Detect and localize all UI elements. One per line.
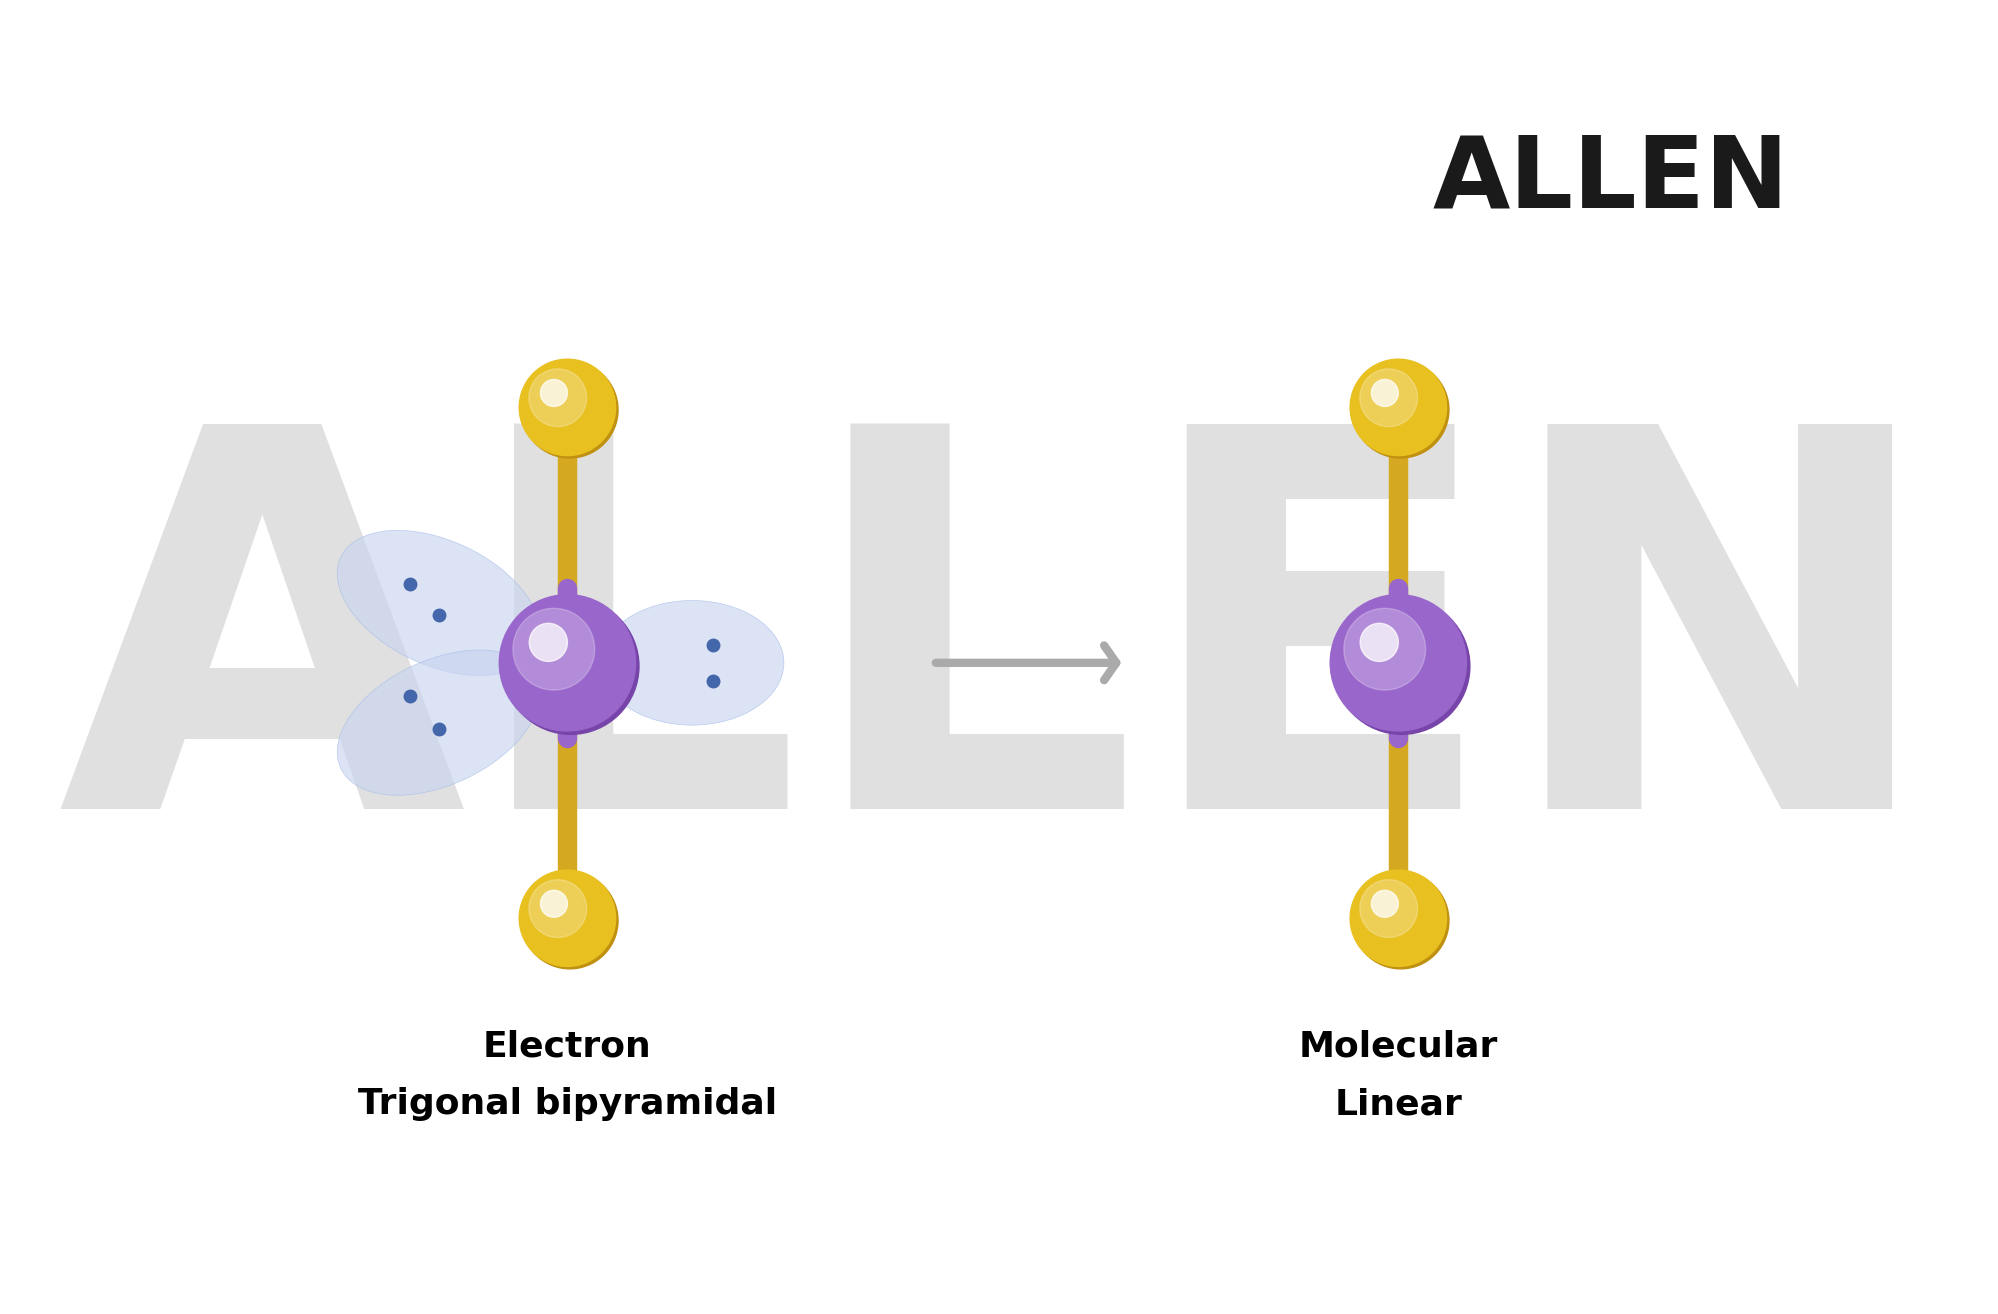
- Circle shape: [1353, 872, 1449, 968]
- Circle shape: [539, 891, 567, 917]
- Circle shape: [1349, 359, 1447, 456]
- Circle shape: [513, 608, 593, 690]
- Text: Molecular: Molecular: [1299, 1029, 1497, 1063]
- Circle shape: [1343, 608, 1425, 690]
- Text: Linear: Linear: [1335, 1088, 1463, 1121]
- Circle shape: [521, 872, 617, 968]
- Circle shape: [521, 361, 617, 459]
- Circle shape: [1329, 595, 1467, 731]
- Circle shape: [1371, 891, 1399, 917]
- Text: Electron: Electron: [484, 1029, 651, 1063]
- Circle shape: [1333, 598, 1469, 735]
- Circle shape: [1353, 361, 1449, 459]
- Circle shape: [500, 595, 635, 731]
- Text: ALLEN: ALLEN: [1433, 131, 1788, 229]
- Circle shape: [1349, 870, 1447, 966]
- Text: Trigonal bipyramidal: Trigonal bipyramidal: [358, 1088, 777, 1121]
- Circle shape: [529, 623, 567, 661]
- Ellipse shape: [338, 531, 539, 675]
- Circle shape: [1359, 879, 1417, 937]
- Circle shape: [519, 359, 615, 456]
- Circle shape: [519, 870, 615, 966]
- Circle shape: [1371, 380, 1399, 406]
- Circle shape: [539, 380, 567, 406]
- Circle shape: [1359, 623, 1399, 661]
- Ellipse shape: [338, 650, 539, 795]
- Ellipse shape: [599, 600, 783, 725]
- Circle shape: [501, 598, 639, 735]
- Text: ALLEN: ALLEN: [58, 407, 1940, 918]
- Circle shape: [1359, 369, 1417, 427]
- Circle shape: [529, 369, 585, 427]
- Circle shape: [529, 879, 585, 937]
